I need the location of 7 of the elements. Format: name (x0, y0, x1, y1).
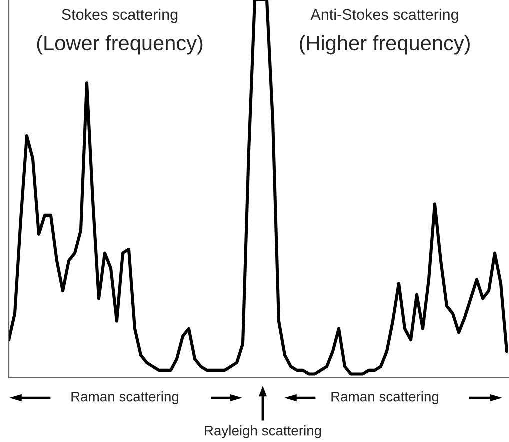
annotation: (Higher frequency) (300, 35, 470, 55)
annotation: Anti-Stokes scattering (310, 8, 458, 24)
text: Raman scattering (72, 392, 179, 404)
annotation: (Lower frequency) (37, 35, 203, 55)
annotation: Stokes scattering (62, 8, 178, 24)
text: Rayleigh scattering (205, 426, 322, 438)
text: Raman scattering (332, 392, 439, 404)
